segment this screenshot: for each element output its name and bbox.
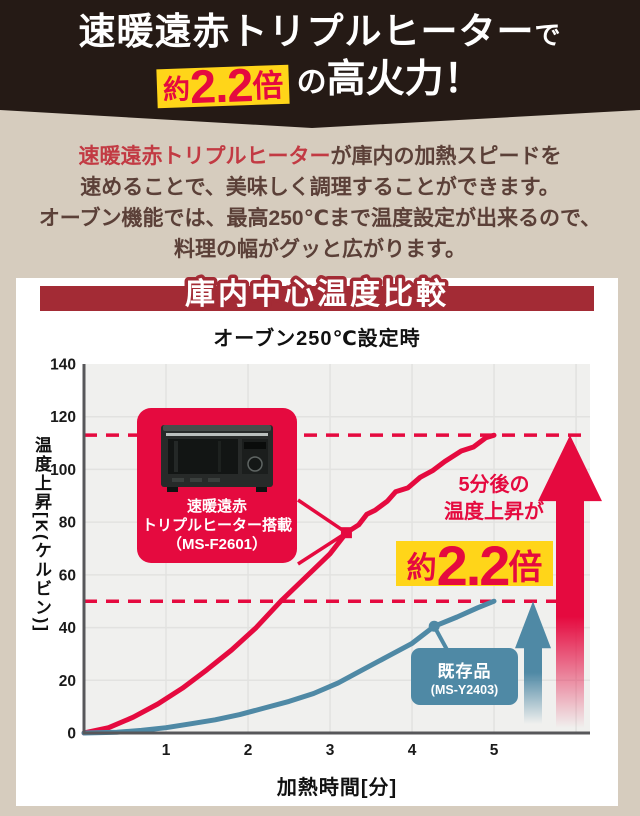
hero-power-label: 高火力！ (326, 58, 483, 101)
svg-text:80: 80 (59, 515, 76, 532)
hero-title-line1: 速暖遠赤トリプルヒーターで (0, 0, 640, 56)
dashed-threshold-lines (84, 433, 590, 603)
chart: 0 20 40 60 80 100 120 140 1 2 3 4 5 温度上昇[K(ケルビン)] 加熱… (16, 352, 618, 799)
tick-labels: 0 20 40 60 80 100 120 140 1 2 3 4 5 (50, 357, 499, 760)
ratio-approx-label: 約 (162, 74, 191, 106)
series-label-existing-product: 既存品 (MS-Y2403) (411, 648, 518, 705)
annotation-ratio-approx: 約 (406, 552, 437, 585)
intro-highlight: 速暖遠赤トリプルヒーター (78, 145, 331, 168)
marker-existing-product (428, 620, 440, 632)
svg-text:4: 4 (408, 742, 417, 759)
ratio-unit-label: 倍 (252, 67, 285, 104)
hero-title-main: 速暖遠赤トリプルヒーター (78, 11, 535, 52)
svg-text:3: 3 (326, 742, 335, 759)
hero-banner: 速暖遠赤トリプルヒーターで 約 2.2 倍 の高火力！ (0, 0, 640, 128)
series-label-new-product-text: 速暖遠赤 トリプルヒーター搭載 （MS-F2601） (137, 497, 297, 554)
marker-new-product (340, 527, 352, 539)
existing-product-label: 既存品 (437, 661, 492, 681)
annotation-ratio-value: 2.2 (436, 534, 511, 597)
section-banner-title-svg: 庫内中心温度比較 (182, 274, 450, 315)
arrow-blue-increase (515, 601, 551, 724)
hero-title-rest: の高火力！ (297, 57, 483, 106)
product-image-oven (161, 425, 273, 492)
intro-line-3: オーブン機能では、最高250℃まで温度設定が出来るので、 (38, 207, 602, 230)
intro-line-2: 速めることで、美味しく調理することができます。 (80, 176, 560, 199)
series-line-0 (81, 432, 497, 736)
annotation-ratio-badge: 約 2.2 倍 (396, 534, 553, 597)
hero-particle: の (296, 66, 327, 99)
annotation-after-5min-line1: 5分後の (458, 474, 530, 496)
svg-text:100: 100 (50, 462, 76, 479)
svg-text:2: 2 (244, 742, 253, 759)
svg-text:140: 140 (50, 357, 76, 374)
ratio-value: 2.2 (189, 57, 254, 114)
chart-title: オーブン250℃設定時 (213, 328, 421, 350)
section-banner-bar (40, 286, 594, 311)
hero-title-suffix: で (534, 20, 562, 50)
intro-line-4: 料理の幅がグッと広がります。 (174, 238, 466, 261)
y-axis-title: 温度上昇[K(ケルビン)] (32, 436, 51, 633)
ratio-highlight-badge: 約 2.2 倍 (156, 57, 291, 114)
intro-line-1-rest: が庫内の加熱スピードを (330, 145, 562, 168)
intro-paragraph: 速暖遠赤トリプルヒーターが庫内の加熱スピードを 速めることで、美味しく調理するこ… (0, 128, 640, 278)
arrow-red-increase (538, 435, 602, 728)
intro-line-1: 速暖遠赤トリプルヒーターが庫内の加熱スピードを (0, 141, 640, 172)
new-product-label-line1: 速暖遠赤 (186, 498, 247, 515)
series-label-new-product: 速暖遠赤 トリプルヒーター搭載 （MS-F2601） (137, 408, 297, 563)
svg-text:120: 120 (50, 409, 76, 426)
axes (82, 364, 590, 735)
comparison-card: 庫内中心温度比較 オーブン250℃設定時 0 20 40 60 80 100 120 140 1… (16, 274, 618, 806)
section-banner-title: 庫内中心温度比較 (185, 277, 449, 311)
svg-text:1: 1 (162, 742, 171, 759)
svg-text:60: 60 (59, 567, 76, 584)
new-product-label-line2: トリプルヒーター搭載 (141, 517, 292, 534)
annotation-ratio-unit: 倍 (508, 549, 543, 587)
svg-text:5: 5 (490, 742, 499, 759)
hero-title-line2: 約 2.2 倍 の高火力！ (0, 57, 640, 114)
existing-product-model: (MS-Y2403) (430, 682, 499, 697)
x-axis-title: 加熱時間[分] (276, 777, 398, 799)
svg-text:40: 40 (59, 620, 76, 637)
annotation-after-5min: 5分後の 温度上昇が (424, 472, 564, 526)
annotation-after-5min-line2: 温度上昇が (444, 501, 544, 523)
svg-text:20: 20 (59, 673, 76, 690)
new-product-model: （MS-F2601） (166, 536, 268, 553)
svg-text:0: 0 (67, 726, 76, 743)
